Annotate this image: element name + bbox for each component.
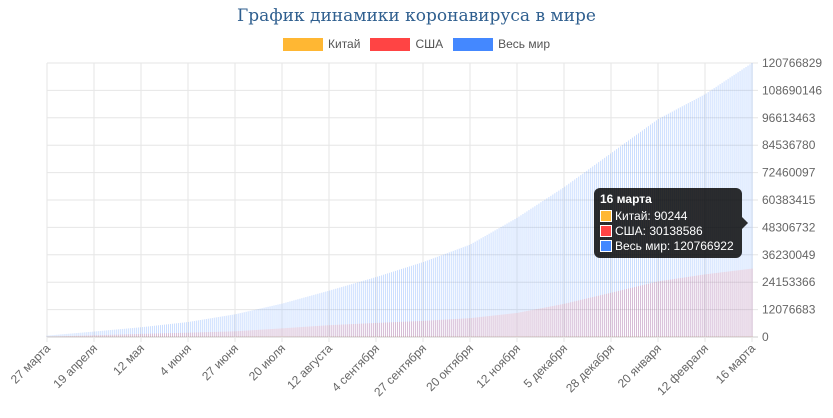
x-tick-label: 20 января	[615, 341, 664, 390]
y-tick-label: 12076683	[762, 303, 816, 317]
x-tick-label: 27 марта	[8, 341, 54, 387]
y-tick-label: 96613463	[762, 111, 816, 125]
tooltip-row-usa: США: 30138586	[600, 224, 703, 238]
chart-tooltip: 16 марта Китай: 90244 США: 30138586 Весь…	[594, 188, 748, 258]
y-tick-label: 36230049	[762, 248, 816, 262]
legend-label-china: Китай	[328, 37, 361, 51]
tooltip-title: 16 марта	[600, 192, 652, 206]
y-tick-label: 60383415	[762, 193, 816, 207]
y-tick-label: 0	[762, 330, 769, 344]
tooltip-swatch-world	[600, 240, 612, 252]
tooltip-label-world: Весь мир: 120766922	[615, 239, 734, 253]
legend-item-usa[interactable]: США	[370, 37, 443, 51]
tooltip-swatch-china	[600, 210, 612, 222]
legend-label-usa: США	[415, 37, 444, 51]
legend-label-world: Весь мир	[498, 37, 550, 51]
legend-swatch-china	[283, 37, 323, 51]
y-tick-label: 72460097	[762, 166, 816, 180]
x-tick-label: 4 июня	[157, 341, 194, 378]
y-tick-label: 120766829	[762, 56, 822, 70]
tooltip-row-china: Китай: 90244	[600, 209, 687, 223]
x-tick-label: 20 октября	[423, 341, 476, 394]
tooltip-label-usa: США: 30138586	[615, 224, 703, 238]
x-tick-label: 12 ноября	[473, 341, 523, 391]
legend-item-world[interactable]: Весь мир	[453, 37, 550, 51]
y-tick-label: 84536780	[762, 138, 816, 152]
tooltip-label-china: Китай: 90244	[615, 209, 688, 223]
legend-swatch-world	[453, 37, 494, 51]
tooltip-row-world: Весь мир: 120766922	[600, 239, 734, 253]
x-tick-label: 12 февраля	[654, 341, 711, 398]
x-tick-label: 19 апреля	[50, 341, 100, 391]
legend-swatch-usa	[370, 37, 411, 51]
x-tick-label: 12 мая	[110, 341, 147, 378]
legend-item-china[interactable]: Китай	[283, 37, 360, 51]
y-tick-label: 48306732	[762, 220, 816, 234]
x-tick-label: 16 марта	[713, 341, 759, 387]
chart-title: График динамики коронавируса в мире	[237, 6, 596, 26]
x-tick-label: 20 июля	[246, 341, 288, 383]
tooltip-swatch-usa	[600, 225, 612, 237]
x-tick-label: 28 декабря	[563, 341, 617, 395]
x-tick-label: 27 июня	[199, 341, 241, 383]
y-tick-label: 108690146	[762, 83, 822, 97]
x-tick-label: 5 декабря	[521, 341, 570, 390]
y-tick-label: 24153366	[762, 275, 816, 289]
chart-legend: Китай США Весь мир	[0, 37, 833, 51]
